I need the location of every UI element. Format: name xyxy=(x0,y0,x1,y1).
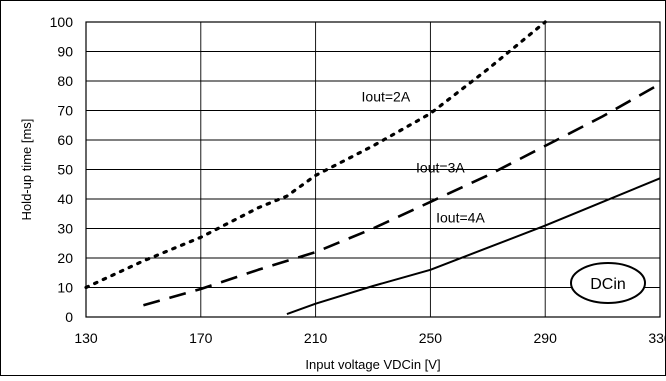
y-tick-label: 100 xyxy=(50,14,74,30)
x-tick-label: 290 xyxy=(534,330,558,346)
y-tick-label: 80 xyxy=(57,73,73,89)
series-line-iout-3a xyxy=(143,82,661,307)
x-axis-title: Input voltage VDCin [V] xyxy=(305,357,440,372)
x-tick-label: 330 xyxy=(648,330,666,346)
dcin-badge-text: DCin xyxy=(590,276,626,293)
series-label: Iout=4A xyxy=(436,210,485,226)
y-tick-label: 50 xyxy=(57,162,73,178)
x-tick-label: 250 xyxy=(419,330,443,346)
y-tick-label: 0 xyxy=(65,309,73,325)
series-lines xyxy=(84,20,661,316)
plot-area-border xyxy=(85,21,661,318)
tick-labels: 0 10 20 30 40 50 60 70 80 90 100 130 170 210 250 290 330 xyxy=(50,14,666,346)
y-tick-label: 90 xyxy=(57,44,73,60)
y-axis-title: Hold-up time [ms] xyxy=(19,119,34,221)
x-tick-label: 130 xyxy=(74,330,98,346)
series-line-iout-4a xyxy=(286,177,661,316)
series-label: Iout=3A xyxy=(416,159,465,175)
x-tick-label: 210 xyxy=(304,330,328,346)
dcin-badge: DCin xyxy=(570,262,646,304)
y-tick-label: 20 xyxy=(57,250,73,266)
y-tick-label: 10 xyxy=(57,280,73,296)
y-tick-label: 60 xyxy=(57,132,73,148)
x-tick-label: 170 xyxy=(189,330,213,346)
y-tick-label: 30 xyxy=(57,221,73,237)
y-tick-label: 40 xyxy=(57,191,73,207)
series-label: Iout=2A xyxy=(362,89,411,105)
series-line-iout-2a xyxy=(84,20,547,290)
dcin-badge-outline xyxy=(570,262,646,304)
y-tick-label: 70 xyxy=(57,103,73,119)
series-labels: Iout=2A Iout=3A Iout=4A xyxy=(362,89,486,226)
